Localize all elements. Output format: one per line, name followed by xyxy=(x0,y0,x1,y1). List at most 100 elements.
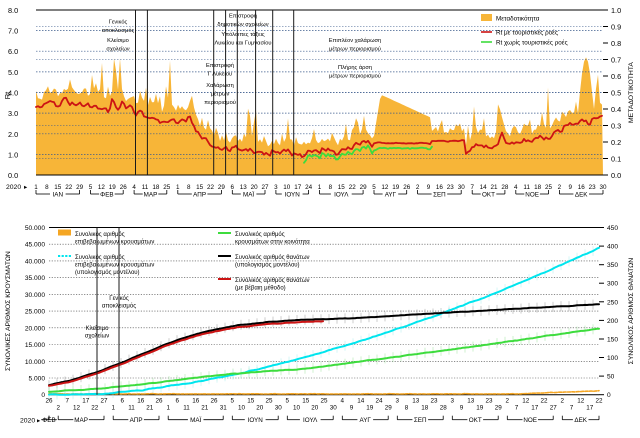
svg-text:0.6: 0.6 xyxy=(611,72,621,81)
svg-text:12: 12 xyxy=(577,398,585,405)
svg-text:7: 7 xyxy=(470,184,474,191)
svg-text:4: 4 xyxy=(341,398,345,405)
svg-text:22: 22 xyxy=(91,405,99,412)
svg-text:30: 30 xyxy=(458,184,466,191)
svg-text:0.7: 0.7 xyxy=(611,56,621,65)
svg-text:27: 27 xyxy=(550,405,558,412)
svg-text:(υπολογισμός μοντέλου): (υπολογισμός μοντέλου) xyxy=(75,269,140,276)
svg-text:26: 26 xyxy=(403,184,411,191)
svg-text:250: 250 xyxy=(607,299,618,306)
svg-text:16: 16 xyxy=(192,398,200,405)
svg-text:14: 14 xyxy=(480,184,488,191)
svg-text:13: 13 xyxy=(240,184,248,191)
svg-text:16: 16 xyxy=(137,398,145,405)
svg-text:25: 25 xyxy=(163,184,171,191)
svg-text:19: 19 xyxy=(109,184,117,191)
svg-text:8: 8 xyxy=(187,184,191,191)
svg-text:15.000: 15.000 xyxy=(25,342,46,349)
svg-text:0.9: 0.9 xyxy=(611,23,621,32)
svg-text:29: 29 xyxy=(385,405,393,412)
svg-text:16: 16 xyxy=(578,184,586,191)
svg-text:17: 17 xyxy=(586,405,594,412)
svg-text:18: 18 xyxy=(534,184,542,191)
svg-text:Συνολικός αριθμός: Συνολικός αριθμός xyxy=(235,231,285,238)
svg-text:2: 2 xyxy=(416,184,420,191)
svg-text:22: 22 xyxy=(207,184,215,191)
svg-text:2: 2 xyxy=(56,405,60,412)
svg-text:10.000: 10.000 xyxy=(25,359,46,366)
svg-text:IAN: IAN xyxy=(53,191,64,198)
svg-text:8: 8 xyxy=(329,184,333,191)
svg-text:9: 9 xyxy=(427,184,431,191)
svg-text:5: 5 xyxy=(89,184,93,191)
svg-text:30: 30 xyxy=(599,184,607,191)
svg-text:(υπολογισμός μοντέλου): (υπολογισμός μοντέλου) xyxy=(235,262,300,269)
svg-text:επιβεβαιωμένων κρουσμάτων: επιβεβαιωμένων κρουσμάτων xyxy=(75,262,154,269)
svg-text:2.0: 2.0 xyxy=(8,130,18,139)
svg-text:22: 22 xyxy=(540,398,548,405)
svg-text:22: 22 xyxy=(65,184,73,191)
svg-text:9: 9 xyxy=(569,184,573,191)
svg-text:13: 13 xyxy=(467,398,475,405)
svg-text:Rt με τουριστικές ροές: Rt με τουριστικές ροές xyxy=(496,29,558,37)
svg-text:24: 24 xyxy=(305,184,313,191)
svg-text:ΔΕΚ: ΔΕΚ xyxy=(574,417,587,424)
svg-text:2: 2 xyxy=(506,398,510,405)
svg-text:26: 26 xyxy=(45,398,53,405)
svg-text:7: 7 xyxy=(66,398,70,405)
svg-text:6: 6 xyxy=(121,398,125,405)
svg-text:0.3: 0.3 xyxy=(611,122,621,131)
svg-text:13: 13 xyxy=(412,398,420,405)
svg-text:4: 4 xyxy=(514,184,518,191)
svg-text:11: 11 xyxy=(128,405,135,412)
svg-text:8: 8 xyxy=(45,184,49,191)
svg-text:9: 9 xyxy=(460,405,464,412)
svg-text:15: 15 xyxy=(247,398,255,405)
svg-text:5.0: 5.0 xyxy=(8,68,18,77)
svg-text:2: 2 xyxy=(558,184,562,191)
svg-text:ΙΟΥΝ: ΙΟΥΝ xyxy=(285,191,301,198)
svg-text:0.0: 0.0 xyxy=(611,171,621,180)
svg-text:21: 21 xyxy=(490,184,498,191)
svg-text:8: 8 xyxy=(405,405,409,412)
svg-text:26: 26 xyxy=(120,184,128,191)
svg-text:18: 18 xyxy=(421,405,429,412)
svg-text:(με βέβαιη μέθοδο): (με βέβαιη μέθοδο) xyxy=(235,285,286,292)
svg-text:17: 17 xyxy=(82,398,90,405)
svg-text:επιβεβαιωμένων κρουσμάτων: επιβεβαιωμένων κρουσμάτων xyxy=(75,239,154,246)
svg-text:20.000: 20.000 xyxy=(25,325,46,332)
svg-text:10: 10 xyxy=(238,405,246,412)
svg-text:50: 50 xyxy=(607,374,615,381)
svg-text:23: 23 xyxy=(430,398,438,405)
svg-text:Rt: Rt xyxy=(3,91,12,99)
svg-text:25: 25 xyxy=(320,398,328,405)
svg-text:150: 150 xyxy=(607,337,618,344)
svg-text:19: 19 xyxy=(476,405,484,412)
svg-text:ΜΑΪ: ΜΑΪ xyxy=(190,416,201,424)
svg-text:5: 5 xyxy=(231,398,235,405)
svg-text:ΣΥΝΟΛΙΚΕΣ ΑΡΙΘΜΟΣ ΚΡΟΥΣΜΑΤΩΝ: ΣΥΝΟΛΙΚΕΣ ΑΡΙΘΜΟΣ ΚΡΟΥΣΜΑΤΩΝ xyxy=(5,251,12,371)
svg-text:Rt χωρίς τουριστικές ροές: Rt χωρίς τουριστικές ροές xyxy=(496,39,568,47)
svg-text:3: 3 xyxy=(274,184,278,191)
svg-text:22: 22 xyxy=(595,398,603,405)
svg-text:12: 12 xyxy=(73,405,81,412)
svg-text:12: 12 xyxy=(98,184,106,191)
svg-text:21: 21 xyxy=(146,405,154,412)
svg-text:ΦΕΒ: ΦΕΒ xyxy=(100,191,113,198)
svg-text:23: 23 xyxy=(447,184,455,191)
svg-text:0.2: 0.2 xyxy=(611,138,621,147)
svg-text:400: 400 xyxy=(607,244,618,251)
svg-text:10: 10 xyxy=(283,184,291,191)
svg-text:20: 20 xyxy=(311,405,319,412)
svg-text:1.0: 1.0 xyxy=(8,150,18,159)
svg-text:4: 4 xyxy=(132,184,136,191)
svg-text:2020: 2020 xyxy=(6,184,21,191)
svg-text:45.000: 45.000 xyxy=(25,242,46,249)
svg-text:0.5: 0.5 xyxy=(611,89,621,98)
svg-text:3: 3 xyxy=(451,398,455,405)
svg-text:11: 11 xyxy=(142,184,149,191)
svg-text:27: 27 xyxy=(261,184,269,191)
svg-text:25: 25 xyxy=(545,184,553,191)
svg-text:22: 22 xyxy=(349,184,357,191)
svg-text:ΙΟΥΝ: ΙΟΥΝ xyxy=(248,417,264,424)
